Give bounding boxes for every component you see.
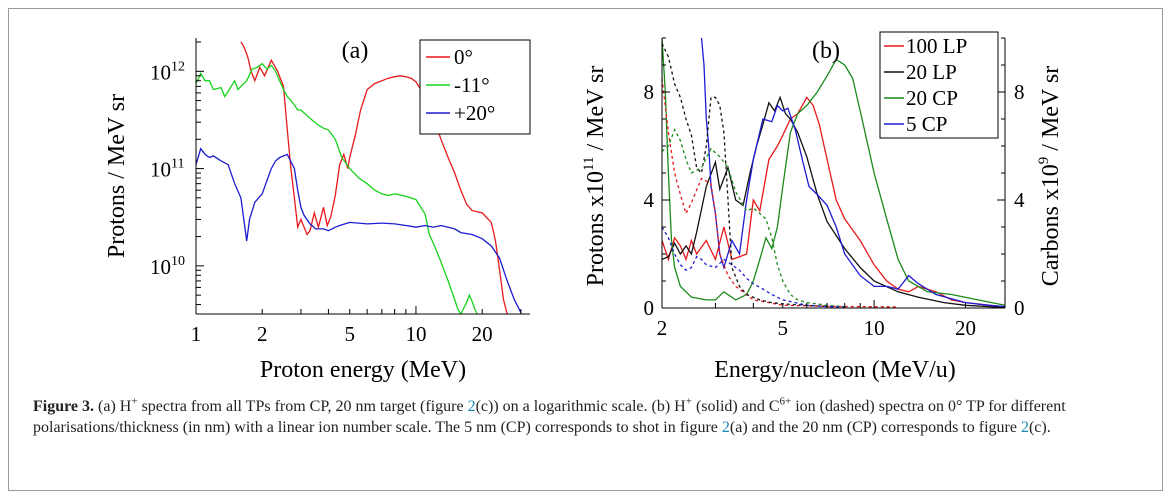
x-tick-label: 10 [405,322,426,346]
caption-label: Figure 3. [33,398,95,415]
y-axis-label-right: Carbons x109 / MeV sr [1036,66,1064,286]
y-tick-label-right: 8 [1014,80,1025,104]
x-tick-label: 20 [472,322,493,346]
x-tick-label: 1 [191,322,202,346]
series-line [196,62,478,314]
caption-text: (c). [1028,419,1051,436]
y-tick-label: 1012 [150,59,185,84]
caption-text: (solid) and C [691,398,780,415]
panel-label: (a) [342,38,369,64]
series-line [196,147,522,313]
figure-ref-link[interactable]: 2 [1020,419,1029,436]
carbon-series-line [662,128,845,308]
legend-label: 5 CP [906,112,947,136]
series-line [240,41,508,314]
figure-ref-link[interactable]: 2 [467,398,476,415]
legend-label: -11° [454,73,490,97]
caption-sup: 6+ [779,395,792,408]
figure-caption: Figure 3. (a) H+ spectra from all TPs fr… [33,396,1143,438]
x-tick-label: 2 [257,322,268,346]
x-axis-label: Proton energy (MeV) [260,357,466,383]
carbon-series-line [662,43,828,308]
y-tick-label-left: 4 [644,188,655,212]
x-tick-label: 5 [344,322,355,346]
caption-text: spectra from all TPs from CP, 20 nm targ… [137,398,468,415]
caption-text: (a) and the 20 nm (CP) corresponds to fi… [729,419,1021,436]
y-tick-label-right: 0 [1014,296,1025,320]
figure-frame [8,8,1163,491]
y-tick-label: 1011 [150,157,184,182]
y-tick-label-left: 0 [644,296,655,320]
y-axis-label: Protons / MeV sr [104,94,130,258]
series-group [662,38,1005,308]
y-tick-label: 1010 [150,254,185,279]
figure-ref-link[interactable]: 2 [721,419,730,436]
series-group [196,41,522,314]
caption-sup: + [685,395,692,408]
panel-label: (b) [812,38,840,64]
caption-text: (c)) on a logarithmic scale. (b) H [475,398,686,415]
legend: 0° -11° +20° [419,39,531,135]
x-tick-label: 2 [657,316,668,340]
legend-box [419,39,531,135]
y-tick-label-right: 4 [1014,188,1025,212]
legend-box [879,31,999,139]
legend-label: 0° [454,45,473,69]
panel-b: 2 5 10 20 0 4 8 0 4 8 Energy/nucleon (MeV/u) Proton… [581,31,1064,383]
carbon-series-line [662,226,845,308]
carbon-series-line [662,78,899,308]
caption-text: (a) H [94,398,132,415]
x-tick-label: 10 [864,316,885,340]
legend-label: +20° [454,101,495,125]
legend-label: 20 CP [906,86,958,110]
proton-series-line [700,38,1005,308]
y-axis-label-left: Protons x1011 / MeV sr [581,66,609,287]
x-axis-label: Energy/nucleon (MeV/u) [714,357,956,383]
caption-sup: + [131,395,138,408]
panel-a: 1 2 5 10 20 1010 1011 1012 Proton energy (MeV) Pr… [104,38,531,383]
y-tick-label-left: 8 [644,80,655,104]
legend-label: 100 LP [906,34,967,58]
caption-text: ion (dashed) spectra on 0° TP for differ… [33,398,1066,436]
legend-label: 20 LP [906,60,957,84]
proton-series-line [662,38,1005,306]
x-tick-label: 20 [955,316,976,340]
x-tick-label: 5 [778,316,789,340]
